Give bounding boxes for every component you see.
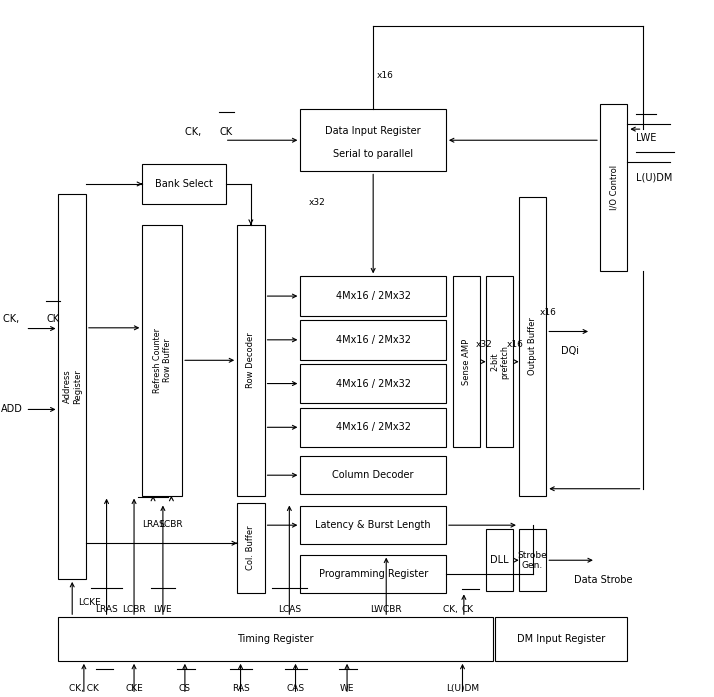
Text: Output Buffer: Output Buffer — [528, 317, 537, 376]
Text: 4Mx16 / 2Mx32: 4Mx16 / 2Mx32 — [336, 378, 411, 388]
Bar — [301, 276, 446, 316]
Bar — [301, 320, 446, 360]
Text: CK: CK — [46, 314, 59, 324]
Bar — [486, 529, 513, 592]
Text: x32: x32 — [476, 340, 492, 348]
Bar — [59, 194, 86, 579]
Text: Latency & Burst Length: Latency & Burst Length — [316, 520, 431, 530]
Text: Bank Select: Bank Select — [155, 179, 213, 189]
Text: LWE: LWE — [635, 133, 656, 143]
Text: 2-bit
prefetch: 2-bit prefetch — [490, 345, 509, 378]
Bar — [301, 456, 446, 494]
Text: Timing Register: Timing Register — [237, 634, 314, 644]
Bar — [142, 225, 182, 496]
Bar — [519, 197, 546, 496]
Text: DLL: DLL — [491, 556, 509, 565]
Text: CK,: CK, — [4, 314, 23, 324]
Text: CS: CS — [179, 684, 191, 693]
Text: I/O Control: I/O Control — [609, 165, 618, 210]
Bar — [301, 506, 446, 544]
Text: 4Mx16 / 2Mx32: 4Mx16 / 2Mx32 — [336, 335, 411, 345]
Text: CK, CK: CK, CK — [69, 684, 99, 693]
Text: CK: CK — [219, 127, 232, 137]
Text: Column Decoder: Column Decoder — [333, 470, 414, 480]
Text: CK: CK — [462, 606, 474, 614]
Bar — [486, 276, 513, 447]
Text: CK,: CK, — [185, 127, 204, 137]
Bar — [600, 104, 628, 270]
Text: L(U)DM: L(U)DM — [635, 173, 672, 183]
Text: Data Strobe: Data Strobe — [574, 574, 633, 585]
Text: Serial to parallel: Serial to parallel — [333, 149, 413, 159]
Text: Data Input Register: Data Input Register — [326, 126, 421, 136]
Text: L(U)DM: L(U)DM — [446, 684, 479, 693]
Text: CKE: CKE — [125, 684, 143, 693]
Text: Col. Buffer: Col. Buffer — [246, 526, 256, 570]
Text: DQi: DQi — [561, 346, 579, 356]
Text: WE: WE — [340, 684, 354, 693]
Text: Programming Register: Programming Register — [318, 569, 428, 579]
Text: Sense AMP: Sense AMP — [462, 339, 471, 385]
Bar — [59, 617, 493, 661]
Text: Refresh Counter
Row Buffer: Refresh Counter Row Buffer — [153, 328, 172, 393]
Text: RAS: RAS — [231, 684, 249, 693]
Text: LRAS: LRAS — [141, 520, 164, 529]
Text: LCBR: LCBR — [159, 520, 183, 529]
Text: ADD: ADD — [1, 404, 23, 415]
Text: LWE: LWE — [154, 606, 172, 614]
Text: LCKE: LCKE — [78, 599, 101, 607]
Text: x16: x16 — [540, 307, 557, 316]
Text: 4Mx16 / 2Mx32: 4Mx16 / 2Mx32 — [336, 291, 411, 301]
Text: LCAS: LCAS — [278, 606, 301, 614]
Text: LCBR: LCBR — [122, 606, 146, 614]
Text: Strobe
Gen.: Strobe Gen. — [518, 551, 548, 570]
Text: x16: x16 — [507, 340, 524, 348]
Text: CAS: CAS — [286, 684, 305, 693]
Bar — [142, 164, 226, 204]
Bar — [301, 555, 446, 593]
Bar — [519, 529, 546, 592]
Text: Row Decoder: Row Decoder — [246, 332, 256, 388]
Bar — [237, 503, 265, 593]
Bar — [301, 408, 446, 447]
Text: CK,: CK, — [443, 606, 461, 614]
Text: DM Input Register: DM Input Register — [518, 634, 605, 644]
Text: LRAS: LRAS — [95, 606, 118, 614]
Bar — [496, 617, 628, 661]
Text: LWCBR: LWCBR — [371, 606, 402, 614]
Text: x16: x16 — [377, 71, 394, 80]
Bar — [301, 364, 446, 404]
Bar — [301, 109, 446, 171]
Bar — [237, 225, 265, 496]
Bar — [453, 276, 481, 447]
Text: x32: x32 — [309, 198, 326, 207]
Text: 4Mx16 / 2Mx32: 4Mx16 / 2Mx32 — [336, 422, 411, 432]
Text: Address
Register: Address Register — [63, 369, 82, 404]
